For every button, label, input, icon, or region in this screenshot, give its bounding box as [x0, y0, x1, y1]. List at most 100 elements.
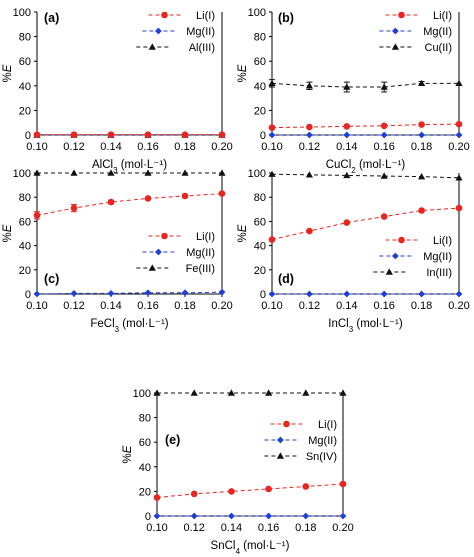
y-tick-label: 20	[19, 105, 31, 117]
x-axis-label: SnCl4 (mol·L⁻¹)	[211, 540, 290, 556]
legend-label: Li(I)	[196, 231, 215, 243]
data-point	[218, 190, 226, 197]
x-tick-label: 0.18	[411, 300, 432, 312]
x-tick-label: 0.14	[336, 141, 357, 153]
y-tick-label: 20	[254, 105, 266, 117]
data-point	[306, 290, 313, 298]
y-tick-label: 40	[139, 462, 151, 474]
data-point	[228, 512, 235, 520]
y-tick-label: 20	[254, 265, 266, 277]
data-point	[265, 389, 273, 396]
x-tick-label: 0.16	[137, 300, 158, 312]
x-tick-label: 0.16	[137, 141, 158, 153]
x-tick-label: 0.14	[336, 300, 357, 312]
series-m	[153, 389, 347, 396]
x-tick-label: 0.16	[373, 141, 394, 153]
panel-label: (a)	[44, 11, 59, 25]
data-point	[339, 480, 347, 488]
x-tick-label: 0.20	[332, 522, 353, 534]
y-tick-label: 80	[19, 192, 31, 204]
legend-label: Li(I)	[318, 419, 337, 431]
data-point	[265, 485, 272, 493]
data-point	[306, 227, 313, 235]
data-point	[190, 512, 198, 520]
chart-panel-a: 0 20 40 60 80 100 0.10 0.12 0.14 0.16 0.18 0.20 AlCl…	[2, 7, 233, 175]
x-tick-label: 0.12	[63, 141, 84, 153]
data-point	[227, 389, 235, 396]
x-tick-label: 0.12	[63, 300, 84, 312]
data-point	[343, 123, 351, 130]
data-point	[181, 289, 189, 297]
x-tick-label: 0.14	[221, 522, 242, 534]
y-tick-label: 40	[254, 241, 266, 253]
legend-label: Mg(II)	[423, 251, 452, 263]
data-point	[70, 169, 78, 176]
data-point	[228, 488, 235, 495]
x-tick-label: 0.10	[26, 300, 47, 312]
legend-marker	[398, 11, 405, 19]
x-axis-label: AlCl3 (mol·L⁻¹)	[92, 159, 167, 175]
data-point	[455, 204, 463, 212]
x-tick-label: 0.16	[373, 300, 394, 312]
legend-marker	[161, 232, 168, 240]
legend-marker	[385, 268, 393, 275]
data-point	[455, 131, 463, 139]
data-point	[153, 512, 161, 520]
y-tick-label: 40	[254, 81, 266, 93]
series-line	[271, 207, 460, 241]
x-tick-label: 0.10	[26, 141, 47, 153]
data-point	[33, 169, 41, 176]
data-point	[107, 169, 115, 176]
y-axis-label: %E	[237, 64, 249, 82]
data-point	[418, 290, 425, 298]
legend-label: Mg(II)	[186, 247, 215, 259]
data-point	[268, 131, 276, 139]
x-axis-label: FeCl3 (mol·L⁻¹)	[90, 318, 168, 334]
y-tick-label: 0	[260, 130, 266, 142]
x-tick-label: 0.12	[299, 141, 320, 153]
x-tick-label: 0.10	[261, 141, 282, 153]
data-point	[268, 236, 276, 243]
data-point	[265, 512, 272, 520]
y-axis-label: %E	[122, 445, 134, 463]
data-point	[305, 82, 313, 89]
y-axis-label: %E	[2, 224, 14, 242]
series-mg	[268, 290, 463, 298]
data-point	[306, 131, 313, 139]
data-point	[107, 198, 115, 206]
data-point	[218, 169, 226, 176]
x-tick-label: 0.14	[100, 300, 121, 312]
series-li	[153, 480, 347, 501]
legend: Li(I) Mg(II) Al(III)	[136, 10, 215, 54]
data-point	[418, 79, 426, 87]
y-tick-label: 100	[248, 168, 266, 180]
series-line	[36, 291, 223, 295]
legend-marker	[148, 264, 156, 271]
data-point	[302, 512, 310, 520]
data-point	[153, 389, 161, 396]
data-point	[268, 79, 276, 87]
series-li	[268, 204, 463, 243]
y-tick-label: 80	[254, 32, 266, 44]
x-tick-label: 0.18	[295, 522, 316, 534]
x-tick-label: 0.14	[100, 141, 121, 153]
legend-marker	[398, 236, 405, 244]
series-m	[33, 169, 226, 176]
data-point	[190, 389, 198, 396]
series-line	[36, 193, 223, 216]
legend-label: Li(I)	[196, 10, 215, 22]
legend-marker	[148, 43, 156, 50]
y-tick-label: 80	[19, 32, 31, 44]
data-point	[268, 290, 276, 298]
series-line	[156, 483, 344, 499]
x-tick-label: 0.18	[174, 300, 195, 312]
data-point	[181, 169, 189, 176]
data-point	[343, 131, 351, 139]
legend: Li(I) Mg(II) Fe(III)	[136, 231, 215, 275]
legend-marker	[392, 252, 399, 260]
x-tick-label: 0.20	[211, 141, 232, 153]
data-point	[380, 290, 388, 298]
y-tick-label: 20	[139, 486, 151, 498]
panel-label: (c)	[44, 272, 59, 286]
chart-panel-e: 0 20 40 60 80 100 0.10 0.12 0.14 0.16 0.18 0.20 SnCl…	[122, 388, 354, 556]
